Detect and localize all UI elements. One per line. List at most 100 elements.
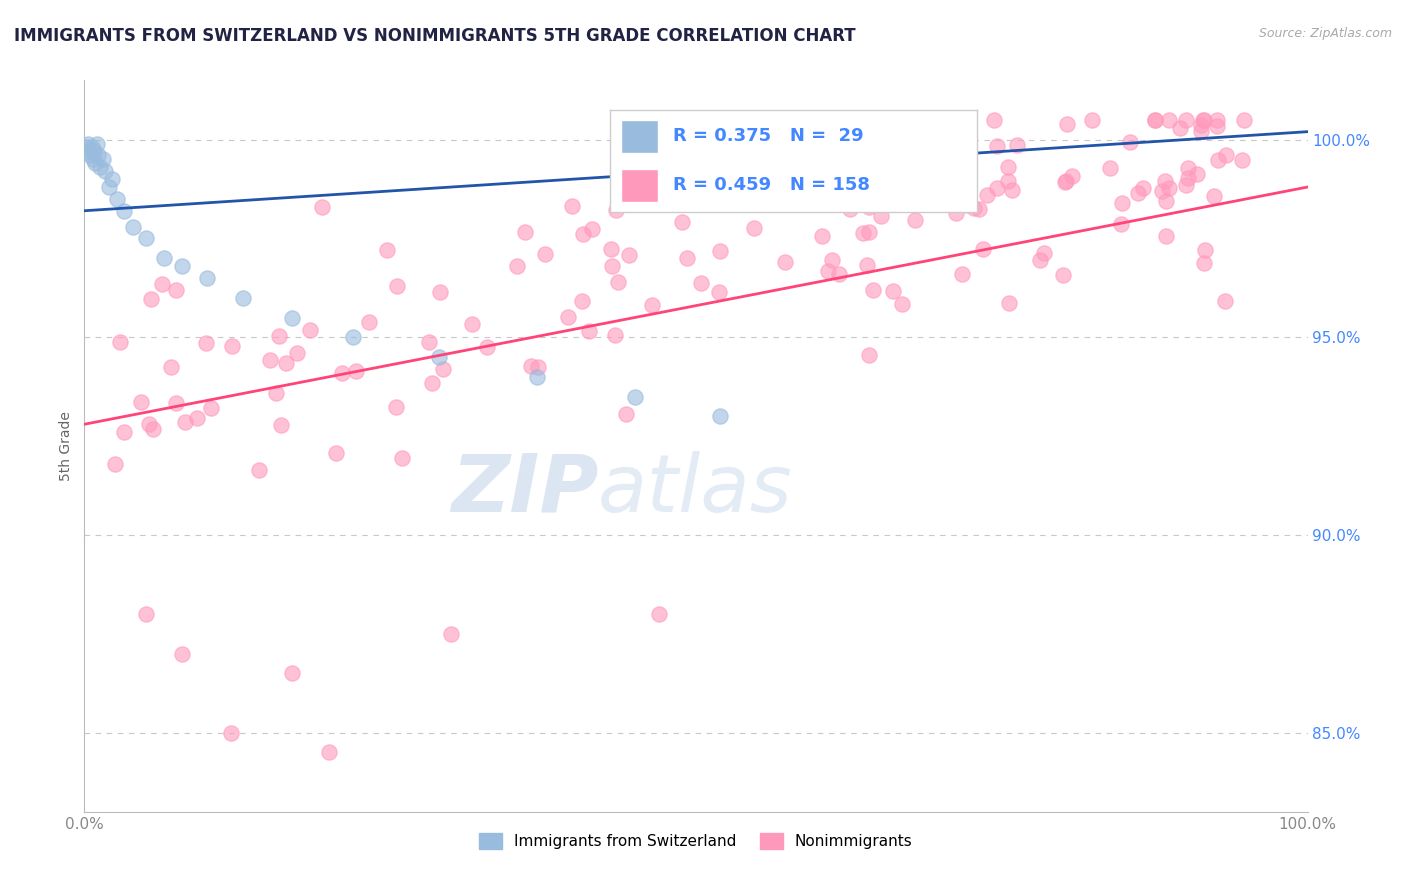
Point	[526, 359, 548, 374]
Point	[571, 227, 593, 242]
Point	[89, 161, 111, 175]
Point	[1205, 120, 1227, 134]
Point	[165, 396, 187, 410]
Point	[858, 200, 880, 214]
Point	[195, 335, 218, 350]
Point	[77, 136, 100, 151]
Point	[519, 359, 541, 373]
Point	[385, 400, 408, 414]
Point	[219, 725, 242, 739]
Point	[967, 202, 990, 217]
Point	[1005, 137, 1028, 152]
Point	[142, 422, 165, 436]
Point	[828, 267, 851, 281]
Point	[1098, 161, 1121, 175]
Point	[79, 148, 101, 162]
Point	[613, 186, 636, 201]
Point	[1080, 112, 1102, 127]
Point	[101, 172, 124, 186]
Point	[264, 385, 287, 400]
Point	[1154, 229, 1177, 244]
Point	[247, 463, 270, 477]
Point	[950, 122, 973, 136]
Point	[311, 200, 333, 214]
Point	[432, 362, 454, 376]
Point	[617, 248, 640, 262]
Point	[344, 364, 367, 378]
Point	[1132, 180, 1154, 194]
Point	[1032, 246, 1054, 260]
Point	[1177, 171, 1199, 186]
Point	[281, 310, 304, 325]
Point	[578, 324, 600, 338]
Point	[1233, 112, 1256, 127]
Point	[91, 153, 114, 167]
Point	[838, 202, 860, 217]
Point	[581, 222, 603, 236]
Point	[259, 353, 281, 368]
Point	[1056, 117, 1078, 131]
Point	[904, 212, 927, 227]
Point	[420, 376, 443, 390]
Point	[891, 297, 914, 311]
Text: ZIP: ZIP	[451, 450, 598, 529]
Point	[427, 350, 450, 364]
Point	[1126, 186, 1149, 200]
Point	[1054, 174, 1077, 188]
Point	[561, 199, 583, 213]
Point	[112, 425, 135, 439]
Point	[77, 145, 100, 159]
Point	[1144, 112, 1167, 127]
Point	[852, 226, 875, 240]
Point	[641, 298, 664, 312]
Point	[690, 276, 713, 290]
Text: atlas: atlas	[598, 450, 793, 529]
Point	[557, 310, 579, 325]
Point	[1192, 256, 1215, 270]
Point	[298, 323, 321, 337]
Point	[605, 202, 627, 217]
Point	[671, 215, 693, 229]
Point	[858, 225, 880, 239]
Point	[269, 328, 291, 343]
Legend: Immigrants from Switzerland, Nonimmigrants: Immigrants from Switzerland, Nonimmigran…	[474, 827, 918, 855]
Point	[815, 154, 838, 169]
Point	[817, 264, 839, 278]
Point	[1001, 183, 1024, 197]
Point	[614, 407, 637, 421]
Point	[150, 277, 173, 292]
Point	[983, 112, 1005, 127]
Point	[1215, 147, 1237, 161]
Text: Source: ZipAtlas.com: Source: ZipAtlas.com	[1258, 27, 1392, 40]
Point	[385, 279, 408, 293]
Point	[1206, 112, 1229, 127]
Point	[636, 170, 658, 185]
Point	[1029, 252, 1052, 267]
Point	[821, 252, 844, 267]
Point	[1192, 112, 1215, 127]
Point	[1054, 175, 1077, 189]
Point	[870, 209, 893, 223]
Point	[200, 401, 222, 415]
Point	[997, 174, 1019, 188]
Point	[1154, 194, 1177, 208]
Point	[86, 136, 108, 151]
Point	[122, 219, 145, 234]
Point	[172, 259, 194, 273]
Point	[924, 170, 946, 185]
Point	[1189, 124, 1212, 138]
Point	[956, 198, 979, 212]
Point	[165, 283, 187, 297]
Point	[811, 229, 834, 244]
Point	[1062, 169, 1084, 183]
Point	[1206, 153, 1229, 167]
Point	[1189, 118, 1212, 132]
Point	[270, 417, 292, 432]
Point	[1119, 135, 1142, 149]
Point	[949, 122, 972, 136]
Point	[330, 367, 353, 381]
Point	[1159, 181, 1181, 195]
Point	[949, 112, 972, 127]
Point	[600, 259, 623, 273]
Point	[1168, 120, 1191, 135]
